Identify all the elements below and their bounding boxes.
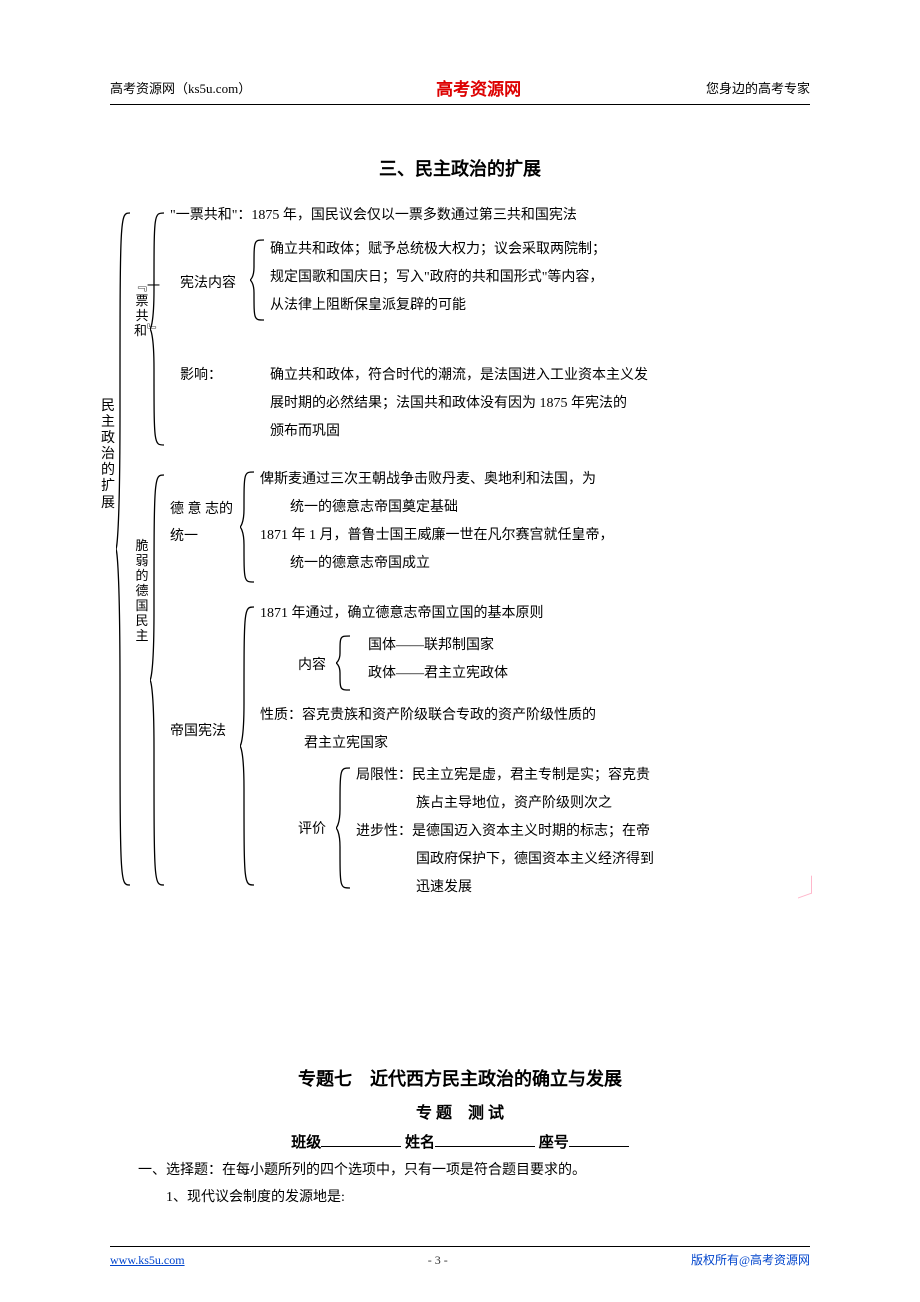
blank-class[interactable] [321, 1132, 401, 1147]
branch-a-brace [150, 209, 164, 449]
b-e-p-l5: 迅速发展 [416, 875, 472, 902]
b-e-p-label: 评价 [298, 817, 326, 844]
a-c2-l3: 颁布而巩固 [270, 419, 340, 446]
a-c1-l1: 确立共和政体；赋予总统极大权力；议会采取两院制； [270, 237, 606, 264]
a-c1-l2: 规定国歌和国庆日；写入"政府的共和国形式"等内容， [270, 265, 603, 292]
blank-seat[interactable] [569, 1132, 629, 1147]
a-c2-l1: 确立共和政体，符合时代的潮流，是法国进入工业资本主义发 [270, 363, 648, 390]
b-e-p-brace [336, 765, 350, 891]
b-e-brace [240, 603, 254, 889]
b-u-l3: 1871 年 1 月，普鲁士国王威廉一世在凡尔赛宫就任皇帝， [260, 523, 614, 550]
b-e-label: 帝国宪法 [170, 719, 226, 746]
b-e-c-l2: 政体——君主立宪政体 [368, 661, 508, 688]
a-c2-l2: 展时期的必然结果；法国共和政体没有因为 1875 年宪法的 [270, 391, 627, 418]
branch-b-label: 脆弱的德国民主 [134, 539, 150, 644]
topic-title: 专题七 近代西方民主政治的确立与发展 [110, 1065, 810, 1091]
branch-b-brace [150, 471, 164, 889]
header-right: 您身边的高考专家 [706, 78, 810, 97]
a-line1: "一票共和"：1875 年，国民议会仅以一票多数通过第三共和国宪法 [170, 203, 577, 230]
form-seat-label: 座号 [539, 1135, 569, 1151]
footer-left-link[interactable]: www.ks5u.com [110, 1253, 185, 1268]
b-e-p-l3: 进步性：是德国迈入资本主义时期的标志；在帝 [356, 819, 650, 846]
blank-name[interactable] [435, 1132, 535, 1147]
form-line: 班级 姓名 座号 [110, 1131, 810, 1152]
spacer [110, 899, 810, 1019]
root-brace [116, 209, 130, 889]
section-title: 三、民主政治的扩展 [110, 155, 810, 181]
b-u-l4: 统一的德意志帝国成立 [290, 551, 430, 578]
root-label: 民主政治的扩展 [100, 399, 116, 512]
a-c1-l3: 从法律上阻断保皇派复辟的可能 [270, 293, 466, 320]
mc-intro: 一、选择题：在每小题所列的四个选项中，只有一项是符合题目要求的。 [138, 1158, 810, 1185]
b-u-brace [240, 469, 254, 585]
b-e-p-l4: 国政府保护下，德国资本主义经济得到 [416, 847, 654, 874]
footer-page-number: - 3 - [428, 1253, 448, 1268]
topic-subtitle: 专 题 测 试 [110, 1099, 810, 1123]
b-e-p-l1: 局限性：民主立宪是虚，君主专制是实；容克贵 [356, 763, 650, 790]
b-u-l1: 俾斯麦通过三次王朝战争击败丹麦、奥地利和法国，为 [260, 467, 596, 494]
b-e-n-l1: 性质：容克贵族和资产阶级联合专政的资产阶级性质的 [260, 703, 596, 730]
b-u-label: 德 意 志的统一 [170, 497, 240, 550]
header-left: 高考资源网（ks5u.com） [110, 78, 251, 97]
b-e-c-l1: 国体——联邦制国家 [368, 633, 494, 660]
header-center-logo: 高考资源网 [436, 75, 521, 100]
a-c1-label: 宪法内容 [180, 271, 236, 298]
a-c2-label: 影响： [180, 363, 222, 390]
footer-right: 版权所有@高考资源网 [691, 1251, 810, 1268]
form-class-label: 班级 [291, 1135, 321, 1151]
b-e-c-label: 内容 [298, 653, 326, 680]
a-c1-brace [250, 237, 264, 323]
b-u-l2: 统一的德意志帝国奠定基础 [290, 495, 458, 522]
branch-a-label: ﹃一票共和﹄ [134, 279, 150, 339]
b-e-p-l2: 族占主导地位，资产阶级则次之 [416, 791, 612, 818]
page: 高考资源网（ks5u.com） 高考资源网 您身边的高考专家 三、民主政治的扩展… [0, 0, 920, 1302]
outline-diagram: 民主政治的扩展 ﹃一票共和﹄ "一票共和"：1875 年，国民议会仅以一票多数通… [100, 209, 810, 899]
b-e-top: 1871 年通过，确立德意志帝国立国的基本原则 [260, 601, 544, 628]
question-1: 1、现代议会制度的发源地是: [138, 1185, 810, 1212]
page-footer: www.ks5u.com - 3 - 版权所有@高考资源网 [110, 1246, 810, 1268]
b-e-n-l2: 君主立宪国家 [304, 731, 388, 758]
page-header: 高考资源网（ks5u.com） 高考资源网 您身边的高考专家 [110, 75, 810, 105]
b-e-c-brace [336, 633, 350, 693]
form-name-label: 姓名 [405, 1135, 435, 1151]
